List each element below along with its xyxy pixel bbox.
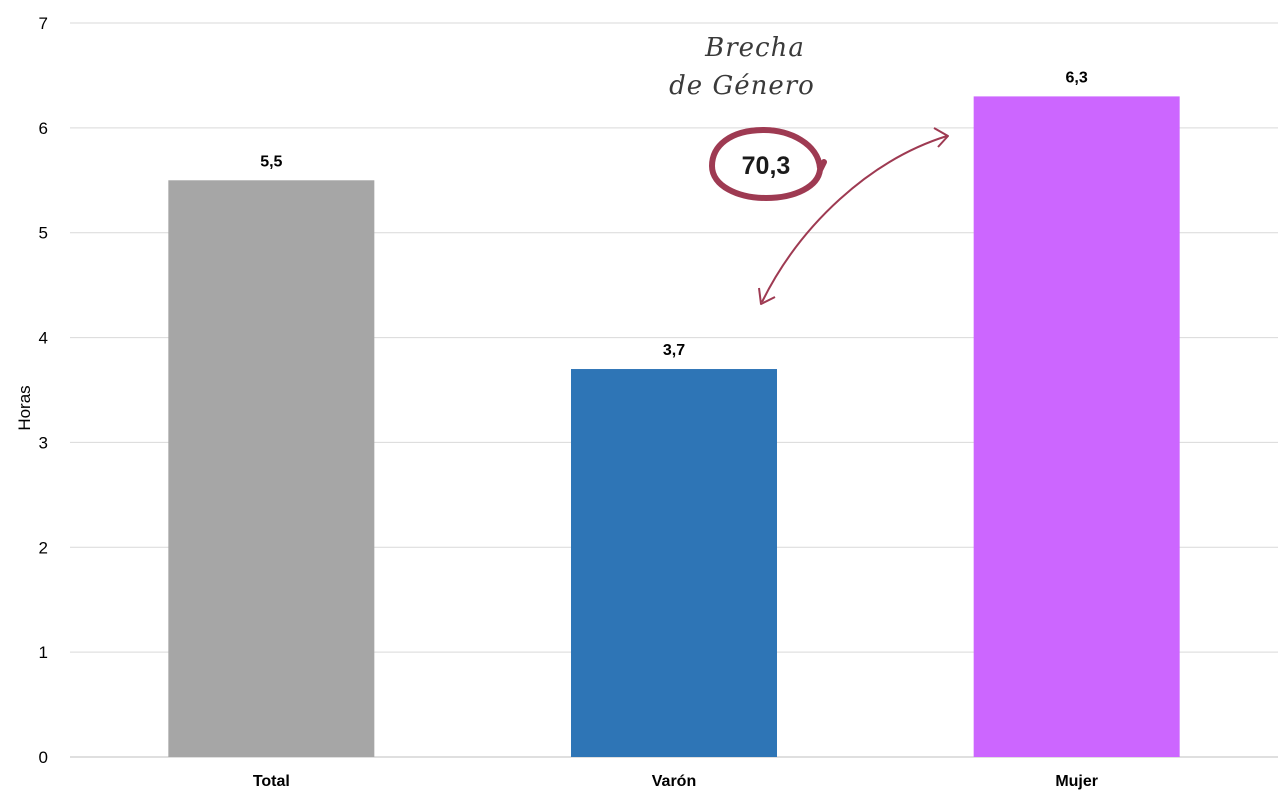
x-category-label: Mujer xyxy=(1055,773,1098,790)
x-category-label: Varón xyxy=(652,773,696,790)
data-label: 5,5 xyxy=(260,153,282,170)
data-label: 6,3 xyxy=(1066,69,1088,86)
y-tick-label: 3 xyxy=(39,433,48,452)
y-tick-label: 7 xyxy=(39,14,48,33)
bars xyxy=(168,96,1180,758)
y-tick-label: 0 xyxy=(39,748,48,767)
y-tick-label: 5 xyxy=(39,224,48,243)
y-tick-label: 2 xyxy=(39,538,48,557)
x-category-label: Total xyxy=(253,773,290,790)
y-tick-label: 1 xyxy=(39,643,48,662)
arrowhead-top-icon xyxy=(933,127,949,148)
bar-varon xyxy=(571,369,777,757)
gender-gap-annotation: Brecha de Género 70,3 xyxy=(669,33,949,305)
x-axis-categories: Total Varón Mujer xyxy=(253,773,1098,790)
bar-mujer xyxy=(973,96,1180,757)
y-tick-label: 6 xyxy=(39,119,48,138)
annotation-title-line2: de Género xyxy=(669,71,815,101)
y-tick-label: 4 xyxy=(39,329,48,348)
bar-total xyxy=(168,180,375,758)
y-axis-ticks: 0 1 2 3 4 5 6 7 xyxy=(39,14,48,767)
arrowhead-bottom-icon xyxy=(758,287,776,305)
data-label: 3,7 xyxy=(663,342,685,359)
y-axis-title: Horas xyxy=(15,385,34,430)
annotation-value: 70,3 xyxy=(742,152,791,180)
double-arrow-curve xyxy=(761,135,948,303)
annotation-title-line1: Brecha xyxy=(704,33,805,63)
annotation-circle xyxy=(708,126,827,202)
data-labels: 5,5 3,7 6,3 xyxy=(260,69,1088,359)
